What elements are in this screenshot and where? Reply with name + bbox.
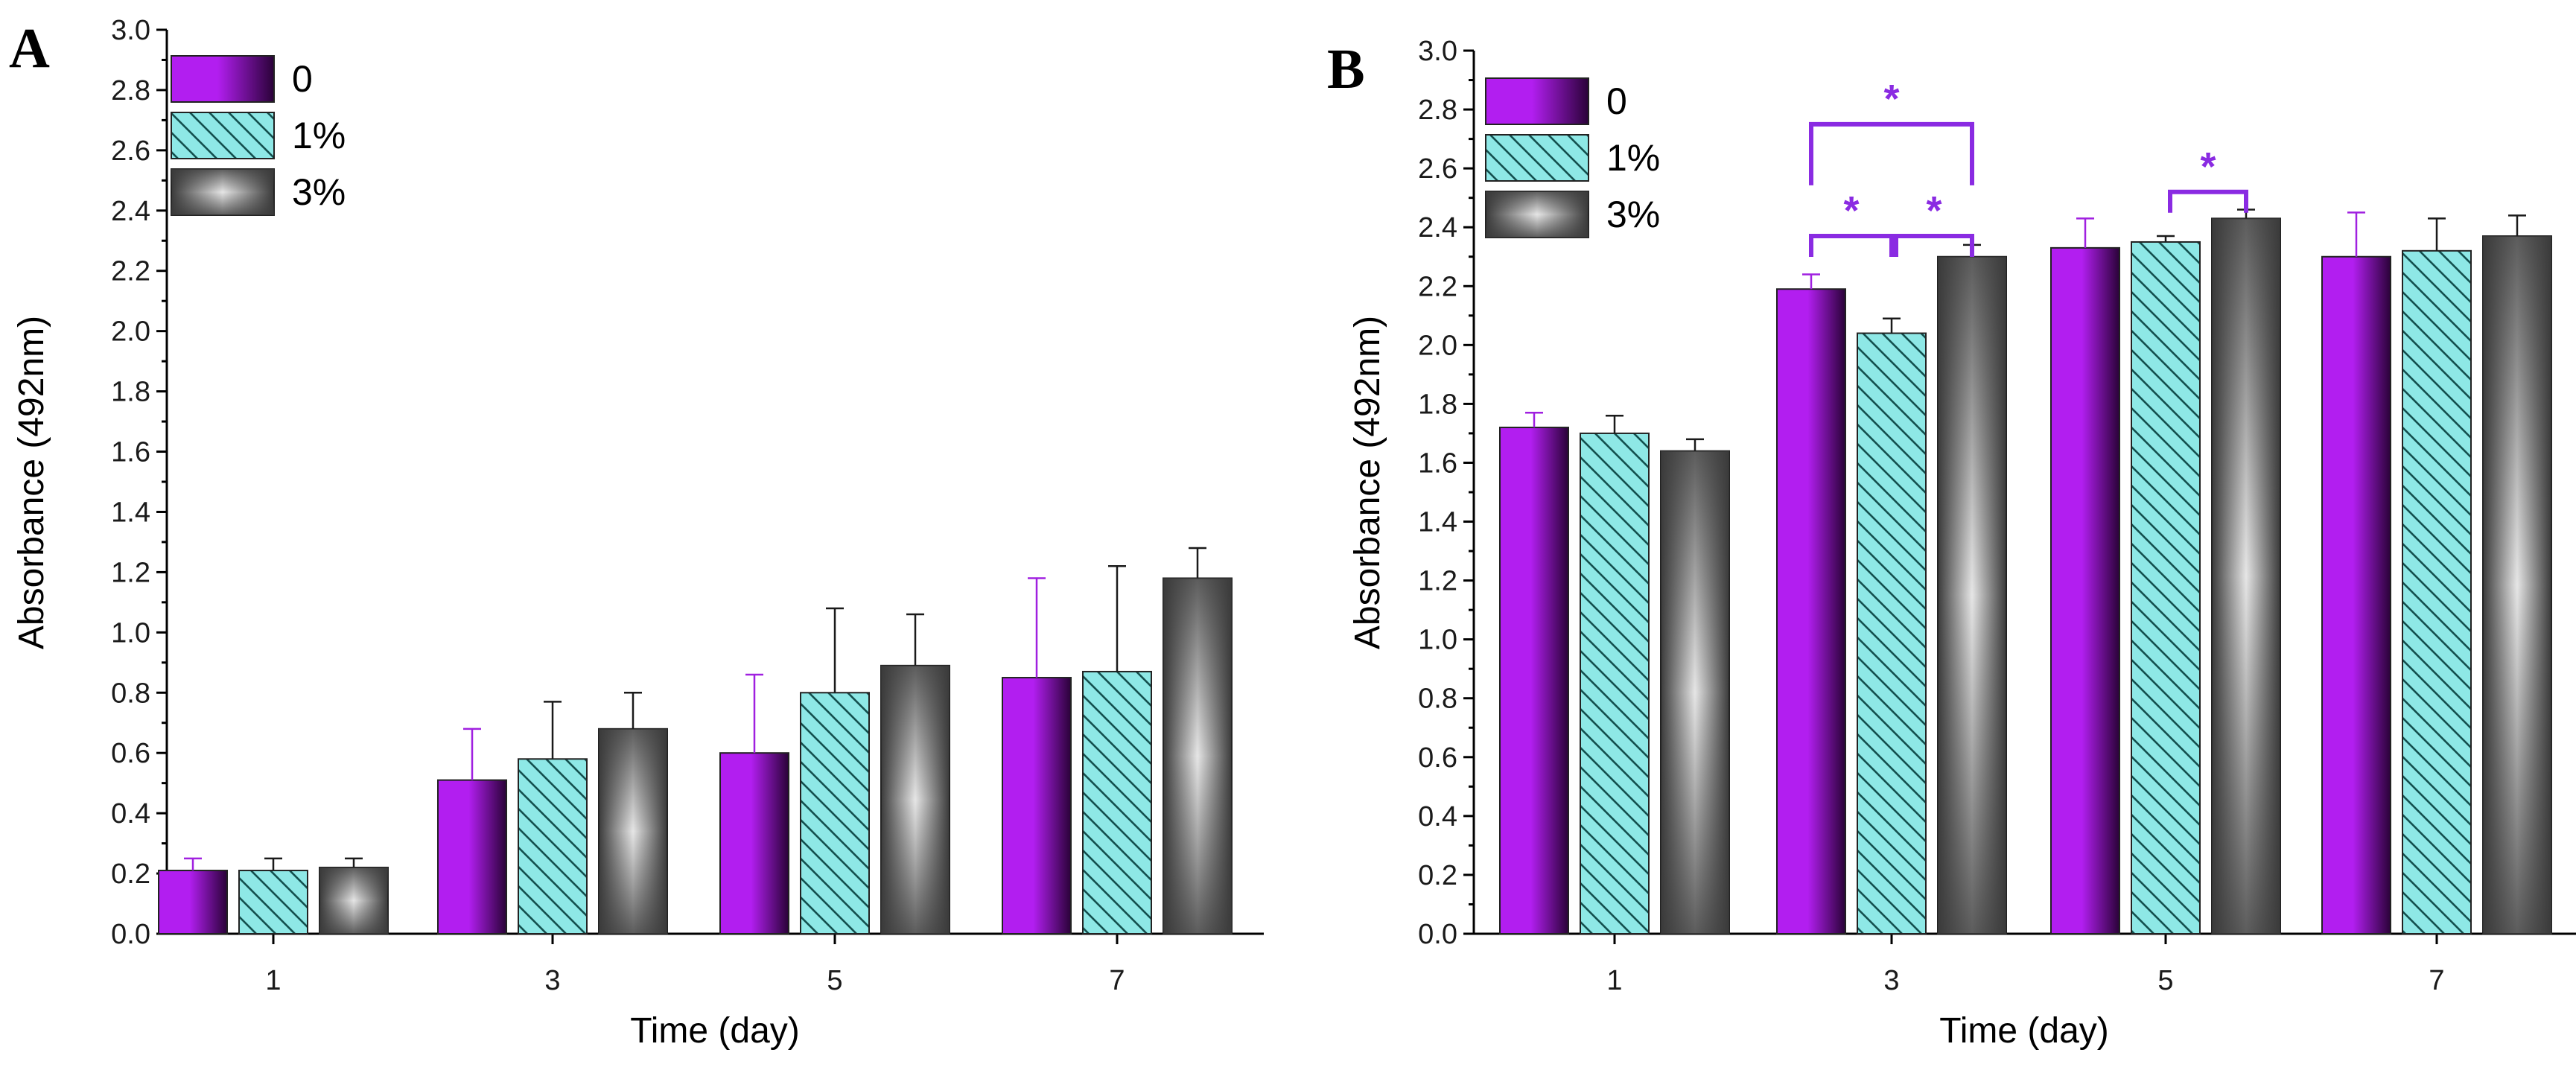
- y-tick-label: 2.2: [1418, 271, 1457, 302]
- bar-0: [1776, 288, 1846, 935]
- bar-1%: [1857, 332, 1927, 935]
- bar-1%: [2131, 241, 2201, 935]
- y-tick-label: 0.8: [111, 678, 150, 709]
- y-tick-label: 3.0: [111, 15, 150, 46]
- y-tick-label: 0.8: [1418, 684, 1457, 715]
- legend-swatch-shade: [171, 169, 274, 215]
- significance-star: *: [2200, 144, 2216, 189]
- bar-1%: [2402, 249, 2472, 935]
- y-tick-label: 1.4: [111, 497, 150, 528]
- y-tick-label: 2.2: [111, 256, 150, 287]
- bar-1%: [238, 870, 308, 935]
- y-tick-label: 0.2: [1418, 860, 1457, 891]
- bar-shade: [2212, 218, 2280, 935]
- y-tick-label: 1.6: [111, 437, 150, 468]
- bar-0: [437, 779, 507, 935]
- y-tick-label: 0.6: [1418, 742, 1457, 774]
- significance-star: *: [1883, 77, 1899, 121]
- x-tick-label: 3: [1883, 965, 1899, 996]
- legend-swatch-0: [1485, 77, 1589, 125]
- bar-0: [2321, 255, 2391, 935]
- significance-star: *: [1843, 188, 1859, 233]
- y-tick-label: 0.0: [111, 919, 150, 950]
- x-tick-label: 5: [2157, 965, 2173, 996]
- bar-shade: [1163, 578, 1232, 934]
- bar-1%: [1082, 670, 1152, 935]
- y-axis-label: Absorbance (492nm): [1348, 316, 1387, 649]
- bar-1%: [518, 758, 588, 935]
- bar-shade: [881, 665, 950, 934]
- y-tick-label: 1.4: [1418, 507, 1457, 538]
- legend-swatch-1%: [171, 112, 275, 159]
- y-tick-label: 3.0: [1418, 36, 1457, 67]
- y-axis-label: Absorbance (492nm): [12, 316, 51, 649]
- legend-swatch-shade: [1486, 191, 1588, 238]
- y-tick-label: 0.6: [111, 738, 150, 769]
- y-tick-label: 1.0: [1418, 625, 1457, 656]
- legend-label: 0: [1606, 80, 1627, 122]
- x-tick-label: 7: [1109, 965, 1125, 996]
- panel-label: A: [9, 17, 50, 80]
- significance-bracket: [1809, 234, 1894, 258]
- bar-1%: [800, 692, 870, 935]
- panel-b: 0.0 0.2 0.4 0.6 0.8 1.0 1.2 1.4 1.6 1.8 2.0 2.2 2.4 2…: [1327, 36, 2576, 1051]
- y-tick-label: 2.8: [1418, 95, 1457, 126]
- y-tick-label: 1.8: [1418, 389, 1457, 420]
- legend-label: 1%: [292, 115, 346, 156]
- significance-bracket: [2168, 189, 2248, 213]
- legend-swatch-0: [171, 55, 275, 103]
- bar-shade: [1938, 256, 2006, 934]
- x-tick-label: 1: [1606, 965, 1622, 996]
- y-tick-label: 2.8: [111, 75, 150, 106]
- y-tick-label: 2.6: [111, 136, 150, 167]
- bar-0: [2050, 246, 2120, 935]
- significance-star: *: [1926, 188, 1941, 233]
- legend-swatch-1%: [1485, 134, 1589, 182]
- y-tick-label: 1.0: [111, 617, 150, 649]
- x-tick-label: 3: [544, 965, 560, 996]
- x-axis-label: Time (day): [1939, 1011, 2109, 1051]
- y-tick-label: 2.0: [1418, 330, 1457, 361]
- bar-shade: [2483, 236, 2551, 934]
- bar-shade: [1661, 450, 1729, 934]
- bar-0: [1002, 677, 1072, 935]
- y-tick-label: 2.0: [111, 316, 150, 348]
- y-tick-label: 1.6: [1418, 448, 1457, 479]
- y-tick-label: 2.6: [1418, 153, 1457, 185]
- x-tick-label: 7: [2429, 965, 2444, 996]
- bar-shade: [319, 867, 388, 934]
- y-tick-label: 0.4: [1418, 801, 1457, 832]
- y-tick-label: 0.4: [111, 798, 150, 830]
- x-axis-label: Time (day): [630, 1011, 800, 1051]
- significance-bracket: [1894, 234, 1974, 258]
- legend-label: 3%: [1606, 194, 1660, 235]
- significance-bracket: [1809, 121, 1974, 185]
- panel-label: B: [1327, 38, 1365, 101]
- bar-0: [719, 752, 789, 935]
- bar-shade: [599, 728, 667, 934]
- legend-label: 1%: [1606, 137, 1660, 179]
- y-tick-label: 0.0: [1418, 919, 1457, 950]
- panel-a: 0.0 0.2 0.4 0.6 0.8 1.0 1.2 1.4 1.6 1.8 2.0 2.2 2.4 2…: [9, 15, 1264, 1051]
- bar-1%: [1580, 432, 1650, 935]
- y-tick-label: 2.4: [111, 196, 150, 227]
- legend-label: 0: [292, 58, 313, 100]
- x-tick-label: 1: [265, 965, 281, 996]
- y-tick-label: 1.8: [111, 377, 150, 408]
- y-tick-label: 1.2: [1418, 566, 1457, 597]
- y-tick-label: 1.2: [111, 557, 150, 588]
- legend-label: 3%: [292, 171, 346, 213]
- bar-0: [1499, 427, 1569, 935]
- bar-0: [158, 870, 228, 935]
- y-tick-label: 0.2: [111, 859, 150, 890]
- x-tick-label: 5: [827, 965, 842, 996]
- y-tick-label: 2.4: [1418, 212, 1457, 243]
